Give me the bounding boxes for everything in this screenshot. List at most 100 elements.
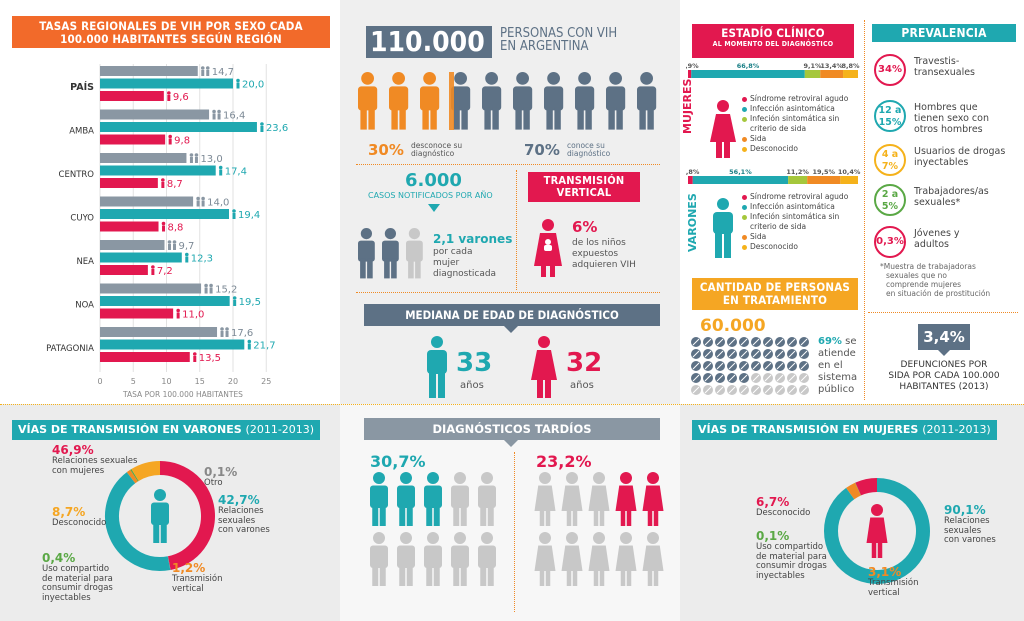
bar: [100, 196, 194, 207]
pill-line: [776, 350, 784, 358]
regional-rates-title: TASAS REGIONALES DE VIH POR SEXO CADA 10…: [12, 16, 330, 48]
legend-label: criterio de sida: [750, 222, 807, 231]
donut-label-pct: 8,7%: [52, 505, 86, 519]
tardios-divider: [514, 452, 515, 612]
couple-icon: [200, 66, 210, 76]
prev-line: otros hombres: [914, 124, 983, 135]
pill-line: [704, 338, 712, 346]
mediana-title-notch: [504, 326, 518, 333]
legend-dot: [742, 204, 747, 210]
bar-value-label: 13,5: [199, 353, 221, 364]
mujeres-bar-segment: [843, 70, 858, 78]
pill-line: [692, 374, 700, 382]
bar: [100, 265, 148, 275]
prev-line: Usuarios de drogas: [914, 146, 1006, 157]
varones-bar-segment: [692, 176, 789, 184]
donut-label: 0,1% Otro: [204, 466, 237, 489]
varones-label: VARONES: [686, 193, 699, 252]
bar-value-label: 12,3: [191, 254, 213, 265]
man-icon: [370, 532, 388, 586]
x-tick-label: 20: [228, 377, 238, 386]
woman-icon: [161, 178, 165, 188]
person-icon: [575, 72, 595, 130]
donut-label-line: sexuales: [218, 515, 256, 526]
casos-arrow: [428, 204, 440, 212]
pill-line: [740, 386, 748, 394]
bar: [100, 78, 233, 89]
bar: [100, 308, 174, 319]
pill-line: [740, 350, 748, 358]
tv-line3: adquieren VIH: [572, 260, 636, 270]
bar-value-label: 20,0: [242, 80, 264, 91]
estadio-woman-icon: [710, 100, 736, 158]
headline-line2: EN ARGENTINA: [500, 39, 589, 54]
prevalencia-circle: 0,3%: [874, 226, 906, 258]
mujeres-bar-value: 66,8%: [737, 62, 760, 70]
pill-line: [764, 362, 772, 370]
bar: [100, 252, 182, 263]
pill-line: [716, 350, 724, 358]
bar-value-label: 16,4: [223, 111, 245, 122]
legend-label: Desconocido: [750, 242, 798, 251]
vias-mujeres-title: VÍAS DE TRANSMISIÓN EN MUJERES (2011-201…: [692, 420, 997, 440]
legend-label: Sida: [750, 232, 767, 241]
couple-icon: [189, 153, 199, 163]
note-line2: sexuales que no: [886, 271, 948, 280]
man-icon: [478, 472, 496, 526]
legend-dot: [742, 106, 747, 112]
vias-mujeres-donut: [824, 478, 930, 584]
varones-ratio: 2,1 varones: [433, 232, 513, 246]
pill-line: [752, 374, 760, 382]
legend-item: criterio de sida: [742, 124, 864, 134]
bar: [100, 339, 245, 350]
tardios-people: [370, 472, 664, 586]
bar-value-label: 8,8: [168, 223, 184, 234]
donut-slice: [824, 478, 930, 584]
man-icon: [382, 228, 399, 279]
donut-label-pct: 1,2%: [172, 561, 206, 575]
defunciones-text: DEFUNCIONES POR SIDA POR CADA 100.000 HA…: [874, 360, 1014, 393]
bar: [100, 134, 166, 145]
prevalencia-text: Jóvenes y adultos: [914, 228, 960, 250]
donut-slice: [159, 461, 215, 570]
vias-mujeres-years: (2011-2013): [922, 423, 991, 436]
tardios-mujeres-pct: 23,2%: [536, 452, 592, 471]
person-icon: [389, 72, 409, 130]
man-icon: [232, 209, 236, 219]
vias-varones-title: VÍAS DE TRANSMISIÓN EN VARONES (2011-201…: [12, 420, 321, 440]
woman-icon: [534, 472, 556, 526]
donut-label-pct: 46,9%: [52, 443, 94, 457]
category-label: CUYO: [70, 214, 94, 224]
partial-person-overlay: [449, 72, 454, 130]
donut-label-line: Uso compartido: [42, 564, 110, 574]
donut-label-line: Desconocido: [756, 508, 811, 518]
man-icon: [232, 296, 237, 306]
donut-label-line: con varones: [944, 535, 996, 545]
prevalencia-item: 0,3% Jóvenes y adultos: [872, 226, 1022, 266]
estadio-title-line1: ESTADÍO CLÍNICO: [721, 26, 825, 40]
varones-bar-segment: [788, 176, 808, 184]
prev-line: inyectables: [914, 157, 969, 168]
prev-pct: 0,3%: [876, 236, 904, 247]
donut-label-line: con mujeres: [52, 465, 105, 476]
prev-line: Hombres que: [914, 102, 978, 113]
varones-bar-segment: [807, 176, 841, 184]
mujeres-bar-segment: [804, 70, 821, 78]
estadio-legend-varones: Síndrome retroviral agudo Infección asint…: [742, 192, 864, 252]
tardios-hombres-pct: 30,7%: [370, 452, 426, 471]
conoce-group: 70% conoce su diagnóstico: [524, 140, 610, 159]
person-icon: [358, 72, 378, 130]
pill-line: [800, 386, 808, 394]
man-icon: [397, 472, 415, 526]
donut-label: 42,7% Relaciones sexuales con varones: [218, 494, 270, 536]
varones-ratio-text: por cada mujer diagnosticada: [433, 247, 496, 280]
legend-label: Infección asintomática: [750, 202, 835, 211]
person-icon: [513, 72, 533, 130]
person-icon: [544, 72, 564, 130]
donut-label-line: Relaciones sexuales: [52, 456, 138, 466]
woman-icon: [534, 532, 556, 586]
pill-line: [728, 350, 736, 358]
mujeres-bar-segment: [688, 70, 692, 78]
legend-label: Desconocido: [750, 144, 798, 153]
varones-line1: por cada: [433, 247, 473, 257]
